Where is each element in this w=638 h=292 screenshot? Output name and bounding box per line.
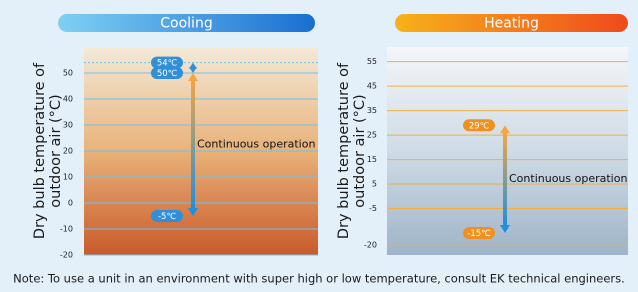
- value-label: 54℃: [157, 59, 178, 69]
- y-tick-label: 50: [63, 69, 73, 78]
- note: Note: To use a unit in an environment wi…: [13, 272, 625, 286]
- y-axis-label: Dry bulb temperature of: [32, 62, 48, 239]
- range-arrow: [191, 79, 195, 210]
- plot-background: [387, 47, 628, 255]
- annotation: Continuous operation: [509, 172, 627, 185]
- y-tick-label: -20: [60, 251, 73, 260]
- header-title: Cooling: [160, 16, 212, 32]
- y-tick-label: 45: [367, 82, 377, 91]
- y-tick-label: 55: [367, 57, 377, 66]
- y-tick-label: -20: [364, 241, 377, 250]
- y-tick-label: 20: [63, 147, 73, 156]
- value-label: -15℃: [467, 229, 491, 239]
- y-tick-label: -5: [369, 204, 377, 213]
- y-tick-label: 40: [63, 95, 73, 104]
- y-tick-label: 0: [68, 199, 73, 208]
- y-tick-label: 35: [367, 106, 377, 115]
- y-axis-label: outdoor air (°C): [352, 94, 368, 207]
- value-label: -5℃: [158, 212, 176, 222]
- y-tick-label: 10: [63, 173, 73, 182]
- value-label: 50℃: [157, 69, 178, 79]
- y-tick-label: 30: [63, 121, 73, 130]
- value-label: 29℃: [469, 121, 490, 131]
- infographic: Note: To use a unit in an environment wi…: [0, 0, 638, 292]
- y-tick-label: 25: [367, 131, 377, 140]
- y-axis-label: outdoor air (°C): [48, 94, 64, 207]
- annotation: Continuous operation: [197, 138, 315, 151]
- header-title: Heating: [484, 16, 539, 32]
- y-tick-label: 5: [372, 180, 377, 189]
- y-axis-label: Dry bulb temperature of: [336, 62, 352, 239]
- y-tick-label: -10: [60, 225, 73, 234]
- range-arrow: [503, 131, 507, 227]
- y-tick-label: 15: [367, 155, 377, 164]
